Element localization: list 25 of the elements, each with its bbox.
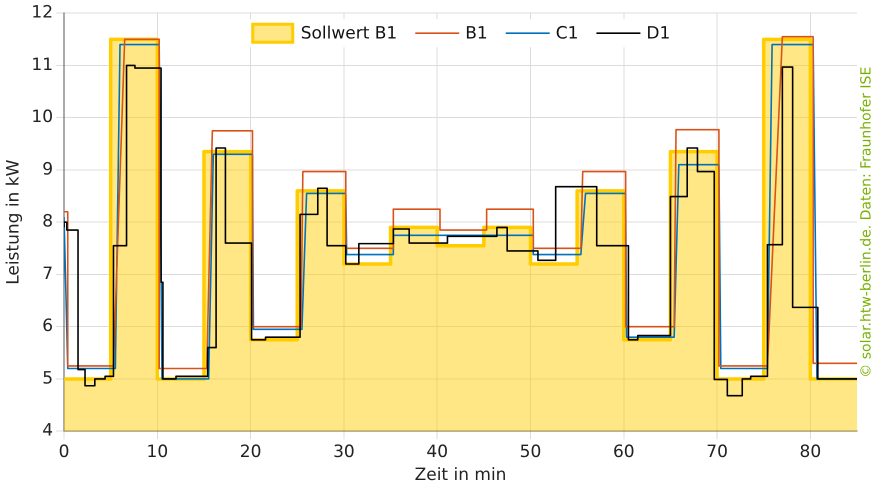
x-tick-label: 80 xyxy=(800,442,822,462)
y-tick-label: 11 xyxy=(31,54,54,75)
x-tick-label: 70 xyxy=(706,442,728,462)
y-tick-label: 5 xyxy=(42,368,54,388)
y-tick-label: 8 xyxy=(42,212,54,232)
x-tick-label: 60 xyxy=(612,442,635,462)
y-tick-label: 12 xyxy=(31,2,54,23)
y-tick-label: 10 xyxy=(31,107,54,128)
text: © solar.htw-berlin.de. Daten: Fraunhofer ISE xyxy=(858,66,875,378)
x-tick-label: 40 xyxy=(426,442,448,462)
y-tick-label: 6 xyxy=(42,316,54,336)
x-axis-title: Zeit in min xyxy=(414,465,506,486)
x-tick-label: 30 xyxy=(333,442,355,462)
x-tick-label: 10 xyxy=(146,442,168,462)
legend-label: C1 xyxy=(556,24,578,44)
y-tick-label: 7 xyxy=(42,264,54,284)
x-tick-label: 20 xyxy=(240,442,262,462)
y-tick-label: 4 xyxy=(42,420,54,441)
x-tick-label: 0 xyxy=(58,442,70,462)
y-axis-title: Leistung in kW xyxy=(4,159,24,285)
legend-label: B1 xyxy=(465,24,488,44)
y-tick-label: 9 xyxy=(42,159,54,180)
x-tick-label: 50 xyxy=(520,442,542,462)
legend-label: D1 xyxy=(646,24,670,44)
legend-label: Sollwert B1 xyxy=(300,24,398,44)
